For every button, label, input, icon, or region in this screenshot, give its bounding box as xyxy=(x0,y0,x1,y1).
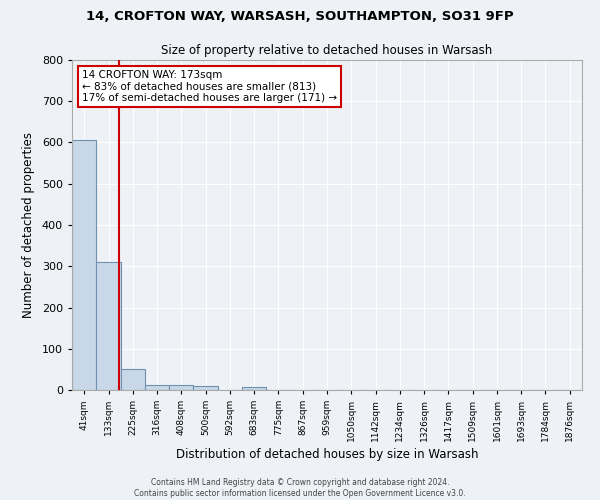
Text: Contains HM Land Registry data © Crown copyright and database right 2024.
Contai: Contains HM Land Registry data © Crown c… xyxy=(134,478,466,498)
X-axis label: Distribution of detached houses by size in Warsash: Distribution of detached houses by size … xyxy=(176,448,478,461)
Text: 14 CROFTON WAY: 173sqm
← 83% of detached houses are smaller (813)
17% of semi-de: 14 CROFTON WAY: 173sqm ← 83% of detached… xyxy=(82,70,337,103)
Y-axis label: Number of detached properties: Number of detached properties xyxy=(22,132,35,318)
Bar xyxy=(121,370,145,390)
Bar xyxy=(169,385,193,390)
Bar xyxy=(72,140,97,390)
Bar xyxy=(97,262,121,390)
Title: Size of property relative to detached houses in Warsash: Size of property relative to detached ho… xyxy=(161,44,493,58)
Bar xyxy=(193,386,218,390)
Bar xyxy=(242,387,266,390)
Text: 14, CROFTON WAY, WARSASH, SOUTHAMPTON, SO31 9FP: 14, CROFTON WAY, WARSASH, SOUTHAMPTON, S… xyxy=(86,10,514,23)
Bar xyxy=(145,386,169,390)
